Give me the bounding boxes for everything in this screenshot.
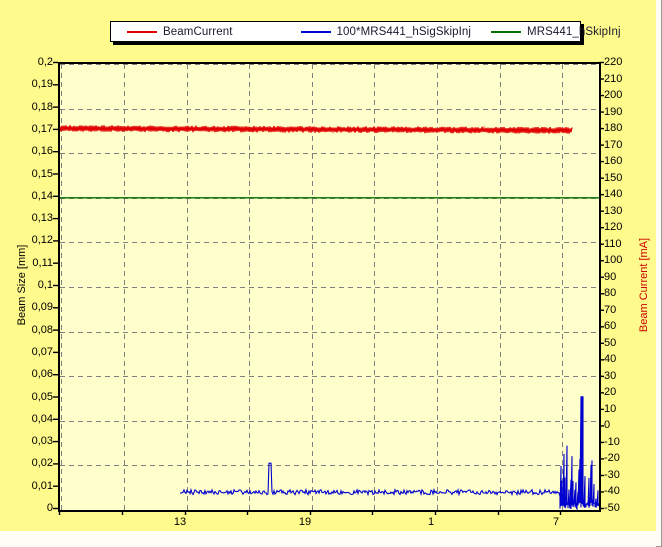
series-path-beamcurrent xyxy=(60,125,573,134)
gridlines xyxy=(60,64,599,510)
footer-strip xyxy=(0,531,656,547)
y-tick-right: 10 xyxy=(604,402,617,415)
x-tick: 13 xyxy=(173,516,187,528)
y-tick-right: 80 xyxy=(604,287,617,300)
y-tick-left: 0,11 xyxy=(32,256,53,269)
x-tick: 7 xyxy=(552,516,560,528)
y-axis-left-title: Beam Size [mm] xyxy=(14,62,30,508)
y-tick-left: 0,12 xyxy=(31,234,53,247)
y-tick-right: 140 xyxy=(604,188,623,201)
y-tick-right: 190 xyxy=(604,105,623,118)
y-tick-right: -40 xyxy=(604,485,620,498)
y-tick-right: 100 xyxy=(604,254,623,267)
y-tick-right: 170 xyxy=(604,138,623,151)
y-tick-left: 0,2 xyxy=(37,56,53,68)
y-tick-left: 0,17 xyxy=(31,122,53,135)
y-tick-right: 0 xyxy=(604,419,611,432)
y-tick-right: 120 xyxy=(604,221,623,234)
y-tick-right: 60 xyxy=(604,320,617,333)
y-tick-right: -30 xyxy=(604,468,620,481)
y-tick-right: 50 xyxy=(604,336,617,349)
x-tick: 1 xyxy=(427,516,435,528)
y-tick-left: 0,04 xyxy=(31,412,53,425)
series-path-sigskipinj xyxy=(179,396,599,510)
line-swatch-icon xyxy=(300,30,331,33)
y-tick-right: 130 xyxy=(604,204,623,217)
line-swatch-icon xyxy=(491,30,522,33)
y-tick-left: 0,01 xyxy=(31,479,53,492)
y-axis-right-title-text: Beam Current [mA] xyxy=(638,237,650,333)
legend-item-sigskipinj[interactable]: 100*MRS441_hSigSkipInj xyxy=(291,26,472,38)
y-tick-left: 0,16 xyxy=(31,145,53,158)
y-tick-right: 160 xyxy=(604,155,623,168)
y-tick-right: 150 xyxy=(604,171,623,184)
y-tick-left: 0,07 xyxy=(31,345,53,358)
y-tick-left: 0,05 xyxy=(31,390,53,403)
y-tick-left: 0,1 xyxy=(37,279,53,291)
y-tick-right: 210 xyxy=(604,72,623,85)
plot-clip xyxy=(60,64,599,510)
y-tick-right: 220 xyxy=(604,56,623,68)
y-axis-left-title-text: Beam Size [mm] xyxy=(16,244,28,326)
y-tick-left: 0,13 xyxy=(31,212,53,225)
y-tick-left: 0,03 xyxy=(31,435,53,448)
y-tick-right: 90 xyxy=(604,270,617,283)
plot-area[interactable] xyxy=(58,62,601,512)
legend-label-skipinj: MRS441_hSkipInj xyxy=(527,25,621,38)
legend-label-sigskipinj: 100*MRS441_hSigSkipInj xyxy=(336,25,472,38)
y-tick-left: 0,08 xyxy=(31,323,53,336)
legend-label-beamcurrent: BeamCurrent xyxy=(163,25,233,38)
chart-legend[interactable]: BeamCurrent 100*MRS441_hSigSkipInj MRS44… xyxy=(110,21,621,42)
y-tick-right: 110 xyxy=(604,237,622,250)
y-tick-left: 0,14 xyxy=(31,189,53,202)
y-tick-right: -50 xyxy=(604,502,620,514)
y-tick-left: 0,19 xyxy=(31,78,53,91)
y-axis-left-ticks: 0,2 0,19 0,18 0,17 0,16 0,15 0,14 0,13 0,12 0,11 0… xyxy=(0,56,53,514)
legend-item-beamcurrent[interactable]: BeamCurrent xyxy=(117,26,233,38)
x-tick: 19 xyxy=(298,516,312,528)
y-tick-right: 180 xyxy=(604,122,623,135)
y-axis-right-title: Beam Current [mA] xyxy=(636,62,652,508)
legend-item-skipinj[interactable]: MRS441_hSkipInj xyxy=(481,26,621,38)
y-tick-left: 0,06 xyxy=(31,368,53,381)
y-tick-right: 20 xyxy=(604,386,617,399)
y-tick-left: 0,15 xyxy=(31,167,53,180)
y-tick-left: 0 xyxy=(46,502,53,514)
y-tick-right: -20 xyxy=(604,452,620,465)
y-tick-right: 70 xyxy=(604,303,617,316)
y-tick-right: 40 xyxy=(604,353,617,366)
chart-svg xyxy=(60,64,599,510)
y-tick-left: 0,18 xyxy=(31,100,53,113)
y-tick-right: 30 xyxy=(604,369,617,382)
y-tick-left: 0,09 xyxy=(31,301,53,314)
line-swatch-icon xyxy=(127,30,157,33)
y-tick-right: -10 xyxy=(604,435,620,448)
x-axis-ticks: 13 19 1 7 xyxy=(58,516,597,532)
y-axis-right-ticks: 220 210 200 190 180 170 160 150 140 130 120 110 100 9… xyxy=(604,56,654,514)
y-tick-left: 0,02 xyxy=(31,457,53,470)
y-tick-right: 200 xyxy=(604,89,623,102)
